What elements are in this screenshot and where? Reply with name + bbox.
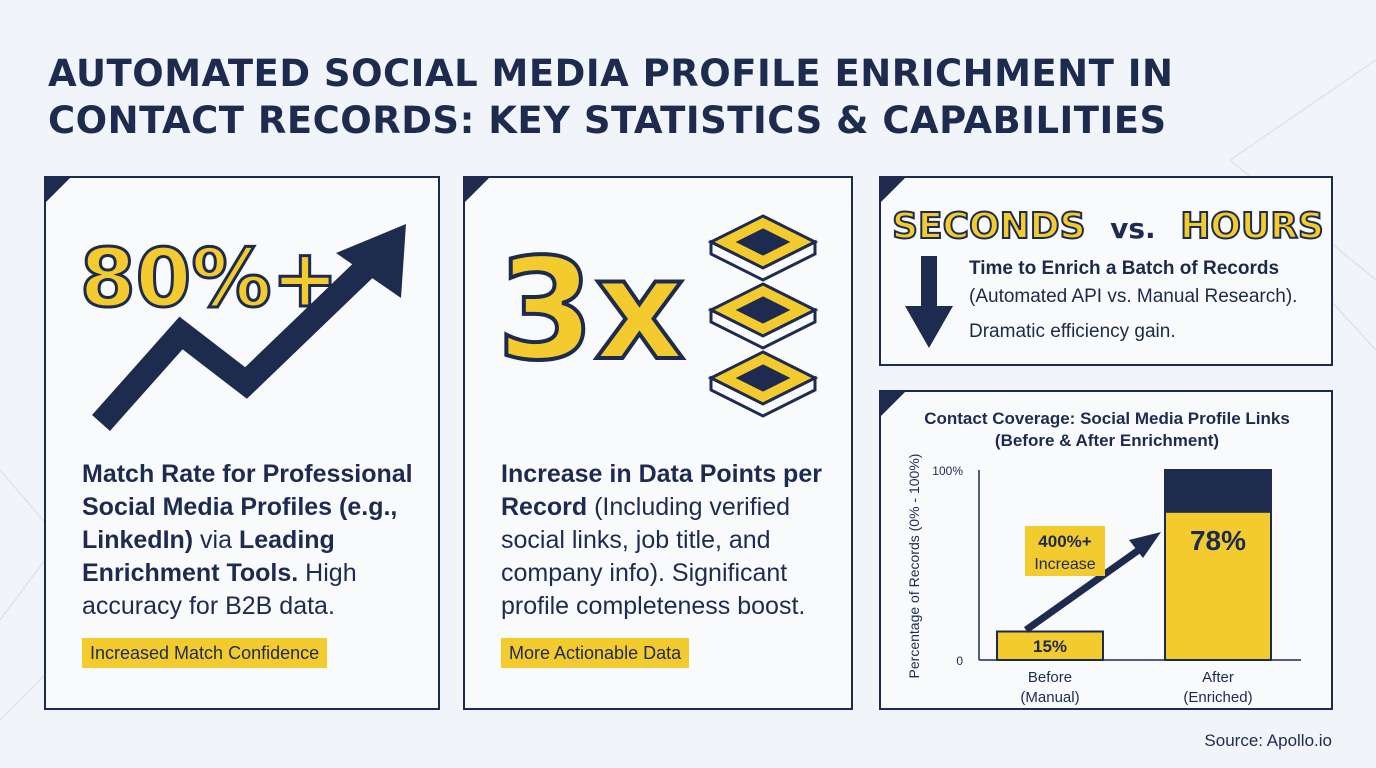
chart-title: Contact Coverage: Social Media Profile L… [881,408,1333,452]
match-rate-description: Match Rate for Professional Social Media… [82,458,422,623]
match-rate-stat: 80%+ [80,232,339,325]
x-tick-label: (Manual) [1020,689,1079,706]
desc-bold-1: Match Rate for Professional Social Media… [82,460,413,554]
chart-title-line-2: (Before & After Enrichment) [994,431,1220,450]
match-confidence-tag: Increased Match Confidence [82,638,328,668]
callout-box [1025,526,1105,576]
bar-remainder [1164,469,1272,513]
speed-headline: SECONDS vs. HOURS [892,206,1324,247]
title-line-2: CONTACT RECORDS: KEY STATISTICS & CAPABI… [48,99,1167,142]
down-arrow-icon [905,256,953,348]
card1-graphic: 80%+ [79,224,406,431]
x-tick-label: Before [1028,669,1072,686]
coverage-chart-card: Contact Coverage: Social Media Profile L… [879,390,1333,710]
bar-value-label: 78% [1190,525,1246,556]
card3-graphic: SECONDS vs. HOURS [891,205,1325,348]
desc-bold: Increase in Data Points per Record [501,460,822,521]
desc-normal: (Including verified social links, job ti… [501,493,806,620]
desc-bold-2: Leading Enrichment Tools. [82,526,335,587]
desc-normal-1: via [193,526,239,554]
corner-accent [879,176,907,204]
data-points-description: Increase in Data Points per Record (Incl… [501,458,841,623]
speed-bold-line: Time to Enrich a Batch of Records [969,258,1280,279]
stacked-layers-icon [707,214,819,418]
y-axis-label: Percentage of Records (0% - 100%) [906,454,922,679]
speed-card: SECONDS vs. HOURS Time to Enrich a Batch… [879,176,1333,366]
seconds-label: SECONDS [892,206,1085,247]
hours-label: HOURS [1180,206,1324,247]
y-tick-label: 100% [932,464,963,478]
match-rate-card: 80%+ Match Rate for Professional Social … [44,176,440,710]
corner-accent [879,390,907,418]
speed-last-line: Dramatic efficiency gain. [969,321,1176,342]
y-tick-label: 0 [956,654,963,668]
speed-normal-line: (Automated API vs. Manual Research). [969,286,1298,307]
data-points-card: 3x Increase in Data Points per Record (I… [463,176,853,710]
versus-label: vs. [1110,212,1156,245]
trend-up-arrow-icon [92,224,406,431]
chart-title-line-1: Contact Coverage: Social Media Profile L… [924,409,1290,428]
bar-value-label: 15% [1033,637,1067,656]
card2-graphic: 3x [495,214,819,418]
data-points-stat: 3x [497,229,685,392]
coverage-bar-chart: Percentage of Records (0% - 100%) 15% Bef… [906,454,1301,706]
increase-arrow-icon [1023,532,1161,633]
callout-value: 400%+ [1038,532,1091,551]
source-note: Source: Apollo.io [1204,731,1332,750]
x-tick-label: (Enriched) [1183,689,1252,706]
bar [996,630,1104,661]
title-line-1: AUTOMATED SOCIAL MEDIA PROFILE ENRICHMEN… [48,52,1174,95]
bar [1164,510,1272,661]
x-tick-label: After [1202,669,1234,686]
actionable-data-tag: More Actionable Data [501,638,690,668]
desc-normal-2: High accuracy for B2B data. [82,559,357,620]
callout-label: Increase [1034,556,1095,573]
corner-accent [463,176,491,204]
corner-accent [44,176,72,204]
page-title: AUTOMATED SOCIAL MEDIA PROFILE ENRICHMEN… [48,50,1298,144]
